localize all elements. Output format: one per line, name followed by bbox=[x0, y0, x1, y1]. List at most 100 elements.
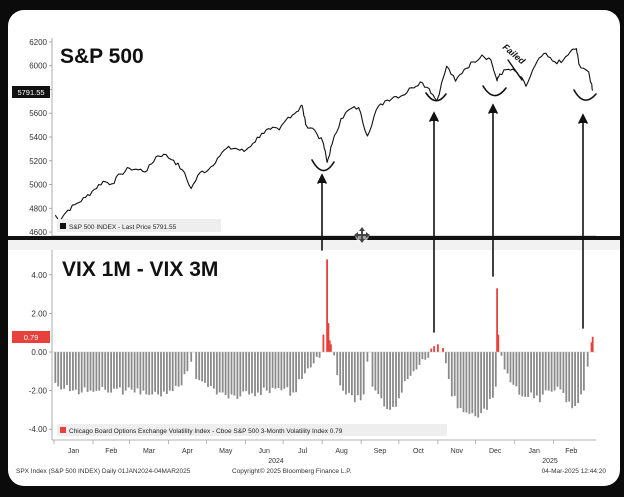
vix-bar bbox=[204, 352, 206, 383]
month-tick-label: Feb bbox=[105, 448, 117, 455]
vix-bar bbox=[515, 352, 518, 387]
vix-bar bbox=[430, 348, 433, 352]
vix-bar bbox=[577, 352, 579, 403]
vix-bar bbox=[306, 352, 309, 369]
spx-title: S&P 500 bbox=[60, 45, 144, 68]
vix-bar bbox=[77, 352, 80, 395]
vix-bar bbox=[503, 352, 506, 370]
vix-bar bbox=[301, 352, 303, 379]
footer-center: Copyright© 2025 Bloomberg Finance L.P. bbox=[232, 467, 352, 475]
vix-bar bbox=[544, 352, 547, 391]
vix-bar bbox=[586, 352, 589, 367]
vix-bar bbox=[309, 352, 312, 368]
vix-bar bbox=[565, 352, 568, 403]
vix-bar bbox=[312, 352, 315, 364]
vix-bar bbox=[63, 352, 65, 389]
vix-bar bbox=[326, 259, 328, 352]
vix-bar bbox=[453, 352, 456, 396]
vix-bar bbox=[568, 352, 571, 402]
vix-bars bbox=[52, 259, 596, 418]
vix-bar bbox=[327, 323, 330, 353]
vix-bar bbox=[489, 352, 491, 399]
vix-bar bbox=[239, 352, 242, 397]
vix-bar bbox=[506, 352, 509, 374]
vix-bar bbox=[224, 352, 227, 395]
vix-bar bbox=[403, 352, 406, 381]
vix-bar bbox=[230, 352, 233, 395]
vix-bar bbox=[80, 352, 83, 393]
vix-bar bbox=[483, 352, 485, 409]
spx-y-tick-label: 4600 bbox=[29, 228, 47, 237]
move-cursor-icon bbox=[354, 227, 370, 243]
vix-bar bbox=[380, 352, 383, 399]
vix-bar bbox=[133, 352, 136, 393]
vix-bar bbox=[121, 352, 124, 395]
month-tick-label: Sep bbox=[374, 448, 387, 455]
vix-bar bbox=[213, 352, 215, 389]
vix-bar bbox=[289, 352, 292, 396]
footer-right: 04-Mar-2025 12:44:20 bbox=[542, 468, 607, 475]
vix-y-tick-label: -2.00 bbox=[29, 387, 48, 396]
vix-bar bbox=[151, 352, 154, 395]
vix-bar bbox=[277, 352, 280, 388]
dip-smile-mar bbox=[573, 89, 597, 101]
vix-bar bbox=[524, 352, 527, 397]
vix-bar bbox=[486, 352, 488, 410]
vix-bar bbox=[174, 352, 177, 386]
year-2024-label: 2024 bbox=[268, 458, 284, 465]
vix-bar bbox=[233, 352, 236, 396]
vix-bar bbox=[157, 352, 159, 395]
vix-bar bbox=[424, 352, 427, 360]
vix-bar bbox=[254, 352, 256, 397]
vix-bar bbox=[471, 352, 474, 414]
vix-bar bbox=[260, 352, 262, 395]
vix-bar bbox=[447, 352, 450, 379]
vix-bar bbox=[409, 352, 412, 376]
vix-bar bbox=[215, 352, 218, 395]
vix-y-tick-label: -4.00 bbox=[29, 425, 48, 434]
vix-bar bbox=[328, 340, 331, 352]
vix-bar bbox=[345, 352, 347, 395]
vix-bar bbox=[86, 352, 89, 392]
vix-bar bbox=[333, 352, 335, 356]
failed-slash bbox=[507, 59, 523, 81]
month-tick-label: Oct bbox=[413, 448, 424, 455]
vix-bar bbox=[127, 352, 130, 388]
vix-bar bbox=[98, 352, 101, 391]
vix-bar bbox=[512, 352, 515, 385]
dip-smile-oct bbox=[425, 92, 447, 102]
vix-bar bbox=[591, 336, 594, 352]
vix-bar bbox=[66, 352, 68, 386]
month-tick-label: Apr bbox=[182, 448, 194, 455]
vix-legend-text: Chicago Board Options Exchange Volatilit… bbox=[69, 428, 343, 435]
vix-bar bbox=[195, 352, 198, 379]
vix-title: VIX 1M - VIX 3M bbox=[62, 258, 218, 281]
vix-bar bbox=[433, 346, 435, 352]
spx-y-tick-label: 6200 bbox=[29, 38, 47, 47]
vix-bar bbox=[400, 352, 403, 393]
vix-bar bbox=[160, 352, 162, 397]
vix-bar bbox=[210, 352, 212, 387]
vix-bar bbox=[553, 352, 556, 391]
month-tick-label: Jul bbox=[298, 448, 307, 455]
vix-bar bbox=[362, 352, 365, 395]
vix-bar bbox=[456, 352, 459, 409]
vix-bar bbox=[459, 352, 462, 408]
vix-bar bbox=[322, 334, 325, 352]
vix-y-tick-label: 4.00 bbox=[31, 271, 47, 280]
vix-bar bbox=[468, 352, 471, 414]
vix-bar bbox=[190, 352, 193, 362]
vix-bar bbox=[154, 352, 156, 392]
vix-bar bbox=[92, 352, 95, 392]
vix-bar bbox=[556, 352, 559, 387]
vix-bar bbox=[218, 352, 221, 393]
vix-bar bbox=[110, 352, 112, 393]
vix-bar bbox=[72, 352, 74, 391]
vix-bar bbox=[492, 352, 494, 398]
vix-bar bbox=[107, 352, 109, 393]
vix-bar bbox=[348, 352, 350, 393]
vix-bar bbox=[336, 352, 339, 376]
vix-y-tick-label: 2.00 bbox=[31, 309, 47, 318]
spx-y-tick-label: 5400 bbox=[29, 133, 47, 142]
vix-bar bbox=[497, 334, 500, 352]
